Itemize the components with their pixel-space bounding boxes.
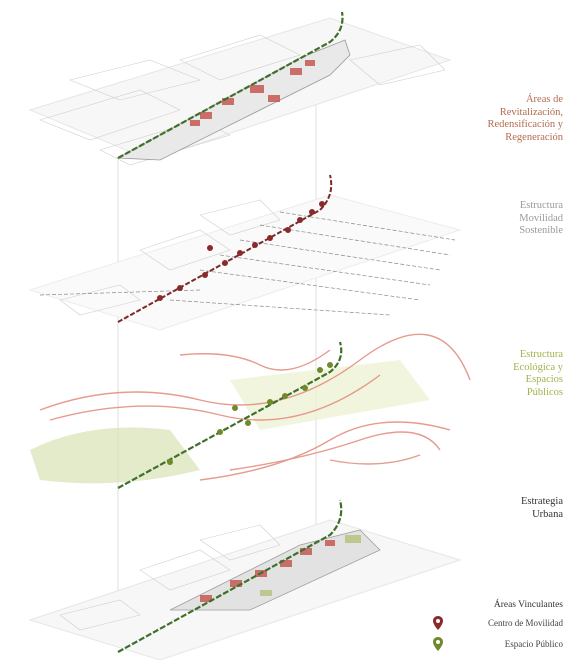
layer-4-corridor-line [117,499,343,653]
legend-label-mobility-center: Centro de Movilidad [488,618,563,628]
layer-3-ecology [30,333,471,489]
legend-label-public-space: Espacio Público [504,639,563,649]
layer-3-label: Estructura Ecológica y Espacios Públicos [513,349,563,398]
layer-4-urban-fabric [59,524,281,631]
layer-2-base-plane [28,194,462,331]
layer-4-corridor-zone [169,529,381,611]
legend-item-mobility-center: Centro de Movilidad [433,616,563,630]
layer-1-label: Áreas de Revitalización, Redensificación… [487,94,563,143]
layer-3-green-field [230,360,430,430]
layer-2-urban-fabric [59,199,281,316]
layer-3-green-area [30,427,200,484]
layer-1-corridor-line [117,11,344,159]
layer-2-label: Estructura Movilidad Sostenible [519,200,563,236]
legend-title: Áreas Vinculantes [493,600,563,610]
layer-2-mobility [28,174,462,331]
layer-4-green-areas [260,535,361,596]
vertical-guides [117,40,317,640]
legend-item-public-space: Espacio Público [433,637,563,651]
layer-3-public-space-pins [167,362,333,465]
layer-4-urban-strategy [28,499,462,660]
layer-1-revitalization [28,11,452,166]
layer-3-corridor-line [117,341,343,489]
layer-2-corridor-line [117,174,333,323]
layer-1-redevelopment-blocks [190,60,315,126]
map-pin-icon [433,637,443,651]
legend: Áreas Vinculantes Centro de Movilidad Es… [433,600,563,658]
map-pin-icon [433,616,443,630]
layer-1-urban-fabric [39,34,446,166]
layer-4-label: Estrategia Urbana [521,496,563,520]
layer-2-mobility-pins [157,201,325,301]
